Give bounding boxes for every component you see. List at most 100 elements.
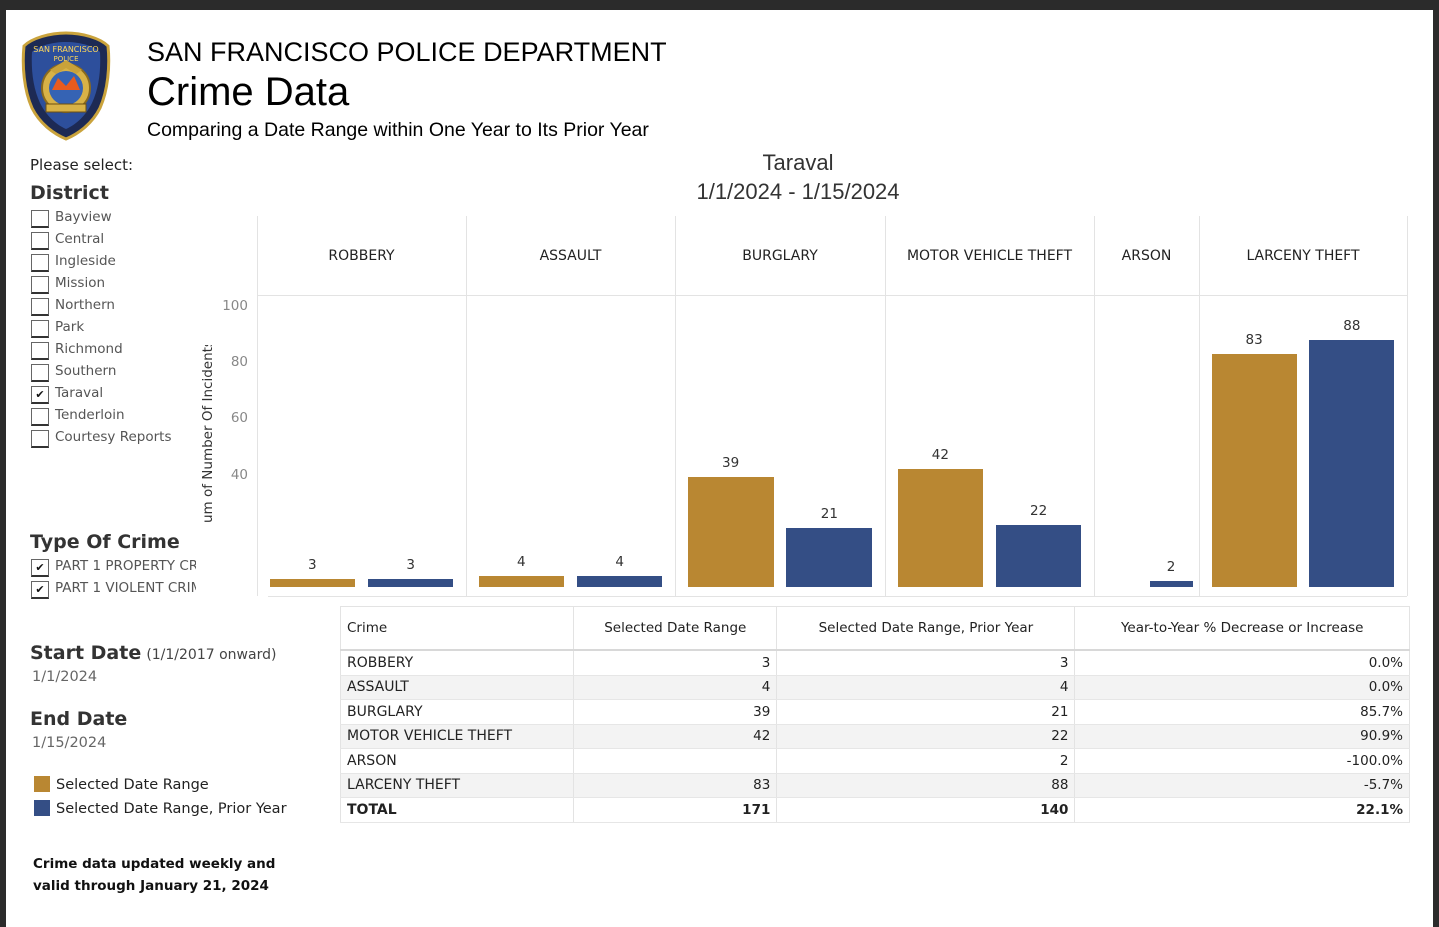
header-divider [257,295,1407,296]
table-cell: TOTAL [339,797,574,823]
table-cell: LARCENY THEFT [339,773,574,798]
district-label[interactable]: Mission [55,275,106,291]
district-label[interactable]: Courtesy Reports [55,429,172,445]
chart-title: Taraval [762,150,834,175]
bar-selected-motor-vehicle-theft[interactable] [897,469,984,587]
plot-bottom-line [268,596,1407,597]
district-label[interactable]: Central [55,231,105,247]
table-cell: 22 [776,724,1075,749]
dashboard-frame: SAN FRANCISCO POLICE SAN FRANCISCO POLIC… [6,10,1433,927]
table-cell: ROBBERY [339,650,574,676]
y-axis-mask [196,526,256,596]
bar-value-label: 22 [1030,503,1048,520]
bar-prior-assault[interactable] [576,575,663,587]
badge-text-line2: POLICE [53,55,78,63]
table-cell: 140 [776,797,1075,823]
table-cell: -5.7% [1074,773,1410,798]
district-label[interactable]: Richmond [55,341,123,357]
y-axis-label-clip: um of Number Of Incidents [198,345,218,525]
pane-divider [675,216,676,596]
bar-selected-assault[interactable] [478,575,565,587]
col-header-selected-range: Selected Date Range [573,606,777,651]
category-label: ROBBERY [328,248,395,264]
crime-comparison-table: Crime Selected Date Range Selected Date … [339,606,1410,823]
district-checkbox-central[interactable] [31,232,49,250]
start-date-input[interactable]: 1/1/2024 [32,669,98,685]
y-tick-label: 100 [222,298,248,314]
table-cell: 42 [573,724,777,749]
category-label: MOTOR VEHICLE THEFT [906,248,1073,264]
bar-value-label: 2 [1166,559,1176,576]
table-cell: 90.9% [1074,724,1410,749]
district-label[interactable]: Taraval [55,385,104,401]
bar-prior-motor-vehicle-theft[interactable] [995,525,1082,587]
table-row: LARCENY THEFT 83 88 -5.7% [339,773,1410,798]
pane-divider [885,216,886,596]
district-checkbox-bayview[interactable] [31,210,49,228]
district-label[interactable]: Park [55,319,85,335]
district-checkbox-northern[interactable] [31,298,49,316]
end-date-heading: End Date [30,708,128,730]
footnote-line1: Crime data updated weekly and [33,856,276,872]
table-cell: 83 [573,773,777,798]
district-checkbox-tenderloin[interactable] [31,408,49,426]
bar-prior-robbery[interactable] [367,578,454,587]
table-cell: 39 [573,699,777,725]
pane-divider [1407,216,1408,596]
bar-value-label: 88 [1343,317,1361,334]
start-date-heading: Start Date [30,642,142,664]
end-date-input[interactable]: 1/15/2024 [32,735,107,751]
table-cell: 3 [776,650,1075,676]
table-cell: 0.0% [1074,675,1410,700]
crime-type-label[interactable]: PART 1 PROPERTY CRIMES [55,558,231,574]
bar-prior-burglary[interactable] [786,528,873,587]
bar-value-label: 4 [615,553,624,570]
table-total-row: TOTAL 171 140 22.1% [339,797,1410,823]
table-body: ROBBERY 3 3 0.0% ASSAULT 4 4 0.0% BURGLARY 39 21 85… [339,650,1410,823]
district-label[interactable]: Bayview [55,209,112,225]
y-axis-label: um of Number Of Incidents [200,345,216,523]
table-row: MOTOR VEHICLE THEFT 42 22 90.9% [339,724,1410,749]
badge-text-line1: SAN FRANCISCO [33,45,98,54]
table-cell: -100.0% [1074,748,1410,774]
bar-value-label: 42 [931,447,949,463]
district-checkbox-southern[interactable] [31,364,49,382]
bar-selected-larceny-theft[interactable] [1211,353,1297,587]
bar-value-label: 83 [1245,331,1263,348]
bar-selected-burglary[interactable] [687,477,774,587]
table-cell: 2 [776,748,1075,774]
district-checkbox-taraval[interactable]: ✔ [31,386,49,404]
district-label[interactable]: Ingleside [55,253,116,269]
legend-swatch-selected [34,776,50,792]
table-cell: ARSON [339,748,574,774]
y-tick-label: 40 [230,466,248,483]
district-checkbox-mission[interactable] [31,276,49,294]
district-checkbox-richmond[interactable] [31,342,49,360]
district-label[interactable]: Southern [55,363,117,379]
bar-value-label: 3 [308,556,317,573]
district-label[interactable]: Tenderloin [55,407,125,423]
bar-selected-robbery[interactable] [269,578,356,587]
col-header-crime: Crime [339,606,574,651]
crime-type-checkbox-0[interactable]: ✔ [31,559,49,577]
table-row: ARSON 2 -100.0% [339,748,1410,774]
district-checkbox-courtesy-reports[interactable] [31,430,49,448]
legend-swatch-prior [34,800,50,816]
bar-prior-larceny-theft[interactable] [1309,339,1395,587]
district-checkbox-ingleside[interactable] [31,254,49,272]
category-label: ARSON [1121,248,1172,264]
table-cell: 4 [776,675,1075,700]
crime-type-checkbox-1[interactable]: ✔ [31,581,49,599]
table-row: ASSAULT 4 4 0.0% [339,675,1410,700]
district-checkbox-park[interactable] [31,320,49,338]
bar-prior-arson[interactable] [1149,581,1193,587]
pane-divider [257,216,258,596]
pane-divider [1199,216,1200,596]
start-date-header: Start Date (1/1/2017 onward) [30,642,276,664]
district-label[interactable]: Northern [55,297,115,313]
pane-divider [466,216,467,596]
bar-value-label: 4 [517,553,526,570]
crime-type-label[interactable]: PART 1 VIOLENT CRIMES [55,580,220,596]
category-label: ASSAULT [539,248,602,264]
police-badge-logo: SAN FRANCISCO POLICE [21,31,111,141]
